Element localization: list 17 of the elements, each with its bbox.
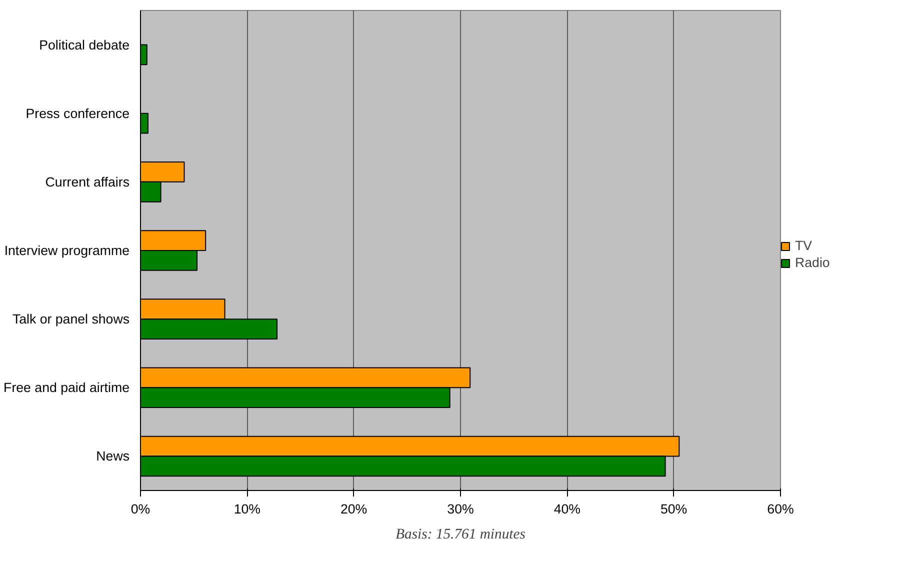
y-tick-label: Interview programme — [4, 243, 130, 258]
legend-label: Radio — [795, 255, 830, 270]
y-tick-label: Talk or panel shows — [12, 312, 130, 327]
x-tick-label: 60% — [767, 502, 794, 516]
y-tick-label: Press conference — [26, 106, 130, 121]
y-tick-label: Political debate — [39, 37, 130, 52]
y-tick-label: News — [96, 448, 130, 464]
text: Basis: 15.761 minutes — [396, 526, 526, 542]
x-tick-label: 20% — [340, 502, 368, 516]
x-tick-label: 0% — [130, 502, 150, 516]
y-tick-label: Current affairs — [45, 174, 130, 190]
x-tick-label: 40% — [554, 502, 581, 516]
x-tick-label: 10% — [234, 502, 261, 516]
y-tick-label: Free and paid airtime — [4, 380, 130, 396]
x-tick-label: 50% — [660, 502, 688, 516]
x-tick-label: 30% — [447, 502, 474, 516]
legend-label: TV — [795, 238, 814, 253]
